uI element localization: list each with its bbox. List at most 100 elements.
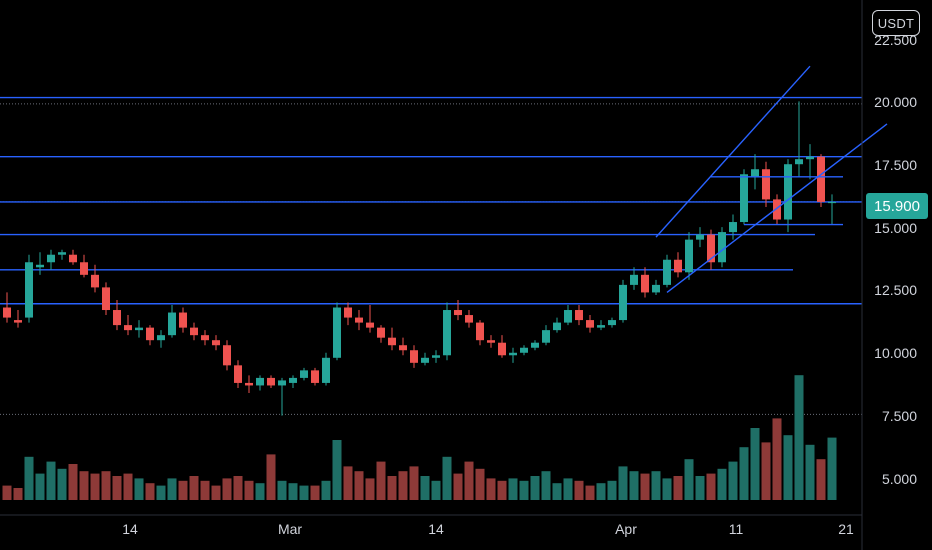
candle-body [465, 315, 473, 323]
candle-body [366, 322, 374, 328]
candle-body [652, 284, 660, 293]
volume-bar [13, 488, 23, 500]
candle-body [509, 352, 517, 356]
volume-bar [739, 447, 749, 500]
volume-bar [563, 478, 573, 500]
candle-body [762, 169, 770, 200]
candle-body [773, 199, 781, 220]
volume-bar [68, 464, 78, 500]
candle-body [113, 310, 121, 326]
candle-body [146, 327, 154, 341]
volume-bar [211, 485, 221, 500]
candle-body [14, 320, 22, 323]
volume-bar [629, 471, 639, 500]
candle-body [729, 222, 737, 233]
candle-body [311, 370, 319, 383]
candle-body [223, 345, 231, 366]
volume-bar [794, 375, 804, 500]
volume-bar [35, 473, 45, 500]
horizontal-levels[interactable] [0, 96, 862, 305]
volume-bar [541, 471, 551, 500]
volume-bar [464, 461, 474, 500]
candle-body [91, 274, 99, 288]
price-tick-7500: 7.500 [882, 408, 917, 424]
price-axis[interactable]: 5.000 7.500 10.000 12.500 15.000 17.500 … [874, 32, 917, 487]
candle-body [531, 342, 539, 348]
candle-body [696, 234, 704, 240]
volume-bar [299, 485, 309, 500]
volume-bar [519, 480, 529, 500]
volume-bar [684, 459, 694, 500]
candle-body [36, 264, 44, 268]
volume-bar [321, 480, 331, 500]
volume-bar [596, 483, 606, 500]
volume-bar [46, 461, 56, 500]
volume-bar [332, 440, 342, 500]
candle-body [410, 350, 418, 363]
candle-body [355, 317, 363, 323]
volume-bar [244, 480, 254, 500]
last-price-label: 15.900 [866, 193, 928, 219]
currency-selector-button[interactable]: USDT [872, 10, 920, 36]
candle-body [498, 342, 506, 356]
volume-bar [640, 473, 650, 500]
price-tick-12500: 12.500 [874, 282, 917, 298]
volume-bar [816, 459, 826, 500]
volume-bar [343, 466, 353, 500]
time-tick-apr-21: 21 [838, 521, 854, 537]
price-tick-10000: 10.000 [874, 345, 917, 361]
candle-body [751, 169, 759, 177]
candle-body [300, 370, 308, 378]
volume-bar [607, 480, 617, 500]
candlesticks [3, 101, 836, 416]
volume-bar [288, 483, 298, 500]
candle-body [597, 325, 605, 328]
candle-body [25, 262, 33, 318]
candle-body [476, 322, 484, 341]
candle-body [828, 201, 836, 204]
candle-body [575, 310, 583, 321]
candle-body [388, 337, 396, 346]
volume-bar [750, 428, 760, 500]
volume-bar [530, 476, 540, 500]
price-tick-17500: 17.500 [874, 157, 917, 173]
candle-body [553, 322, 561, 331]
volume-bar [266, 454, 276, 500]
candle-body [740, 174, 748, 223]
candle-body [520, 347, 528, 353]
candle-body [168, 312, 176, 336]
time-axis[interactable]: 14 Mar 14 Apr 11 21 [122, 521, 854, 537]
candle-body [542, 330, 550, 343]
volume-bar [398, 471, 408, 500]
volume-bar [178, 480, 188, 500]
candle-body [289, 377, 297, 383]
candle-body [795, 159, 803, 165]
volume-bar [761, 442, 771, 500]
candle-body [443, 310, 451, 356]
volume-bar [79, 471, 89, 500]
volume-bar [365, 478, 375, 500]
volume-bar [156, 485, 166, 500]
candle-body [267, 377, 275, 386]
volume-bar [24, 456, 34, 500]
volume-bar [310, 485, 320, 500]
candle-body [58, 252, 66, 255]
candle-body [608, 320, 616, 326]
volume-bar [574, 480, 584, 500]
dotted-grid-lines [0, 103, 862, 415]
candle-body [245, 382, 253, 386]
candle-body [80, 262, 88, 275]
volume-bar [453, 473, 463, 500]
trend-channel-drawings[interactable] [655, 65, 888, 293]
candle-body [619, 284, 627, 321]
volume-bar [585, 485, 595, 500]
trend-line-1 [666, 123, 888, 293]
volume-bar [354, 471, 364, 500]
candle-body [399, 345, 407, 351]
volume-bar [123, 473, 133, 500]
volume-bar [387, 476, 397, 500]
candle-body [212, 340, 220, 346]
volume-bar [673, 476, 683, 500]
volume-bar [442, 456, 452, 500]
